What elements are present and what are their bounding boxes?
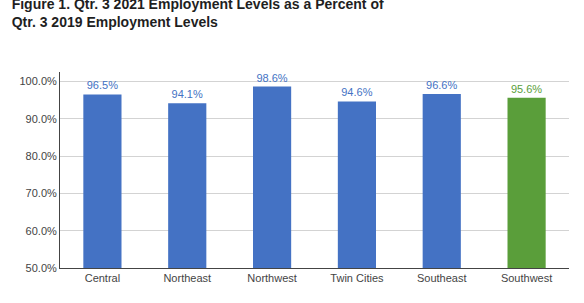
svg-text:Northwest: Northwest [247, 272, 297, 284]
svg-text:70.0%: 70.0% [26, 187, 57, 199]
svg-text:Figure 1. Qtr. 3 2021 Employme: Figure 1. Qtr. 3 2021 Employment Levels … [12, 0, 384, 30]
svg-text:90.0%: 90.0% [26, 113, 57, 125]
svg-text:98.6%: 98.6% [256, 72, 287, 84]
svg-text:100.0%: 100.0% [19, 75, 57, 87]
svg-text:94.6%: 94.6% [341, 86, 372, 98]
svg-text:96.6%: 96.6% [426, 79, 457, 91]
svg-text:95.6%: 95.6% [511, 83, 542, 95]
svg-text:Central: Central [85, 272, 120, 284]
svg-text:96.5%: 96.5% [87, 79, 118, 91]
svg-text:80.0%: 80.0% [26, 150, 57, 162]
svg-text:Southwest: Southwest [501, 272, 552, 284]
svg-text:Twin Cities: Twin Cities [330, 272, 384, 284]
svg-text:Northeast: Northeast [163, 272, 211, 284]
svg-text:94.1%: 94.1% [172, 88, 203, 100]
svg-text:Southeast: Southeast [417, 272, 467, 284]
svg-text:60.0%: 60.0% [26, 225, 57, 237]
svg-text:50.0%: 50.0% [26, 262, 57, 274]
